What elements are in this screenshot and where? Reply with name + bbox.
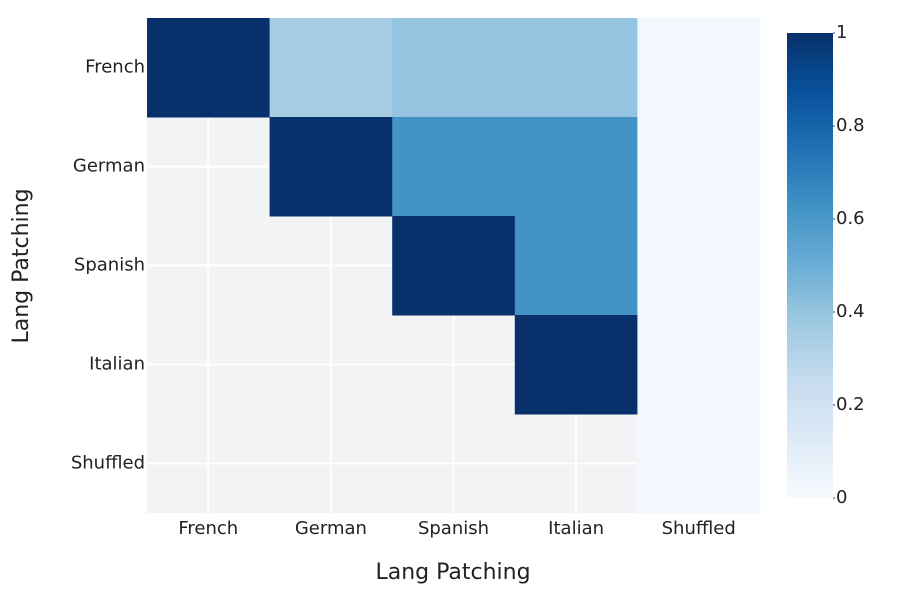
heatmap-cell xyxy=(392,117,516,217)
heatmap-cell xyxy=(392,216,516,316)
heatmap-cell xyxy=(637,216,761,316)
y-tick-label: Shuffled xyxy=(71,453,145,474)
colorbar xyxy=(787,33,833,498)
heatmap-cell xyxy=(637,117,761,217)
x-tick-label: French xyxy=(178,518,238,539)
y-tick-label: Spanish xyxy=(74,255,145,276)
heatmap-cell xyxy=(269,117,393,217)
x-tick-label: Spanish xyxy=(418,518,489,539)
colorbar-tick-label: 0.4 xyxy=(836,301,865,322)
heatmap-cell xyxy=(514,117,638,217)
colorbar-tick-label: 0.6 xyxy=(836,208,865,229)
heatmap-cell xyxy=(514,315,638,415)
x-tick-label: Shuffled xyxy=(662,518,736,539)
heatmap-cell xyxy=(269,18,393,118)
heatmap-cell xyxy=(392,18,516,118)
x-axis-title: Lang Patching xyxy=(375,560,530,585)
heatmap-cell xyxy=(637,18,761,118)
colorbar-tick-label: 0.8 xyxy=(836,115,865,136)
y-tick-label: French xyxy=(85,57,145,78)
y-axis-title: Lang Patching xyxy=(9,188,34,343)
colorbar-tick-label: 0.2 xyxy=(836,394,865,415)
colorbar-tick-label: 1 xyxy=(836,22,847,43)
y-tick-label: German xyxy=(73,156,145,177)
heatmap-cell xyxy=(637,315,761,415)
x-tick-label: Italian xyxy=(548,518,604,539)
heatmap-cell xyxy=(147,18,271,118)
heatmap-cell xyxy=(637,414,761,514)
colorbar-tick-label: 0 xyxy=(836,487,847,508)
heatmap-cell xyxy=(514,18,638,118)
x-tick-label: German xyxy=(295,518,367,539)
y-tick-label: Italian xyxy=(89,354,145,375)
heatmap-cell xyxy=(514,216,638,316)
